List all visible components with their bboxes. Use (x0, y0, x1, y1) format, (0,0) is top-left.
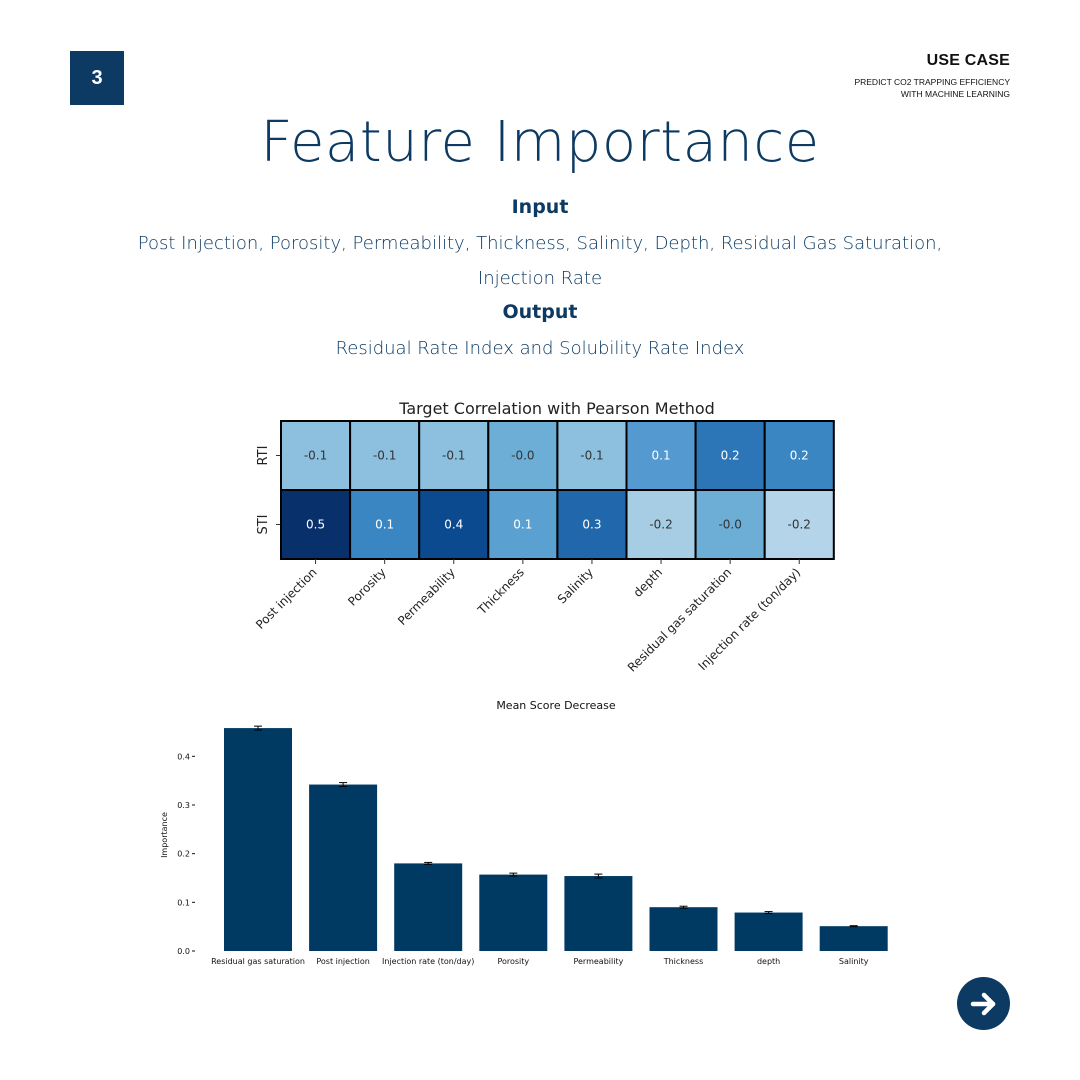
output-text: Residual Rate Index and Solubility Rate … (335, 338, 745, 359)
heatmap-cell-label: -0.1 (373, 449, 396, 463)
heatmap-frame (280, 420, 835, 560)
heatmap-cell-label: 0.4 (444, 518, 463, 532)
heatmap-col-label: depth (631, 565, 666, 600)
bar (309, 784, 378, 951)
heatmap-cell-label: 0.2 (721, 449, 740, 463)
heatmap-row-label: STI (256, 514, 271, 534)
input-heading: Input (511, 196, 569, 218)
heatmap-cell-label: 0.3 (582, 518, 601, 532)
next-button[interactable] (957, 977, 1010, 1030)
bar (734, 912, 803, 951)
page-title: Feature Importance (260, 110, 820, 175)
page-number-badge: 3 (70, 51, 124, 105)
heatmap-row-label: RTI (256, 446, 271, 466)
bar (819, 926, 888, 951)
page-number: 3 (91, 66, 103, 89)
y-tick-label: 0.4 (177, 752, 190, 761)
heatmap-cell-label: -0.2 (649, 518, 672, 532)
input-text-line1: Post Injection, Porosity, Permeability, … (137, 233, 943, 254)
input-text-line2: Injection Rate (477, 268, 603, 289)
y-tick-label: 0.3 (177, 801, 190, 810)
heatmap-col-label: Permeability (395, 565, 458, 628)
x-tick-label: Salinity (839, 957, 869, 966)
use-case-title: USE CASE (926, 52, 1010, 69)
heatmap-cell-label: 0.5 (306, 518, 325, 532)
bar (479, 874, 548, 951)
bar (649, 907, 718, 951)
heatmap-cell-label: -0.1 (304, 449, 327, 463)
heatmap-cell-label: 0.1 (375, 518, 394, 532)
bar (224, 728, 292, 951)
use-case-subtitle-line2: WITH MACHINE LEARNING (900, 89, 1010, 99)
heatmap-cell (349, 489, 421, 560)
heatmap-cell-label: 0.1 (652, 449, 671, 463)
output-heading: Output (502, 301, 578, 323)
y-tick-label: 0.0 (177, 947, 190, 956)
x-tick-label: Porosity (497, 957, 529, 966)
heatmap-cell-label: -0.2 (788, 518, 811, 532)
use-case-header: USE CASE PREDICT CO2 TRAPPING EFFICIENCY… (854, 52, 1010, 100)
heatmap-title: Target Correlation with Pearson Method (398, 399, 715, 418)
heatmap-col-label: Thickness (474, 565, 527, 618)
x-tick-label: depth (757, 957, 780, 966)
heatmap-col-label: Post injection (253, 565, 320, 632)
bar-chart-title: Mean Score Decrease (496, 699, 616, 712)
heatmap-cell-label: -0.0 (511, 449, 534, 463)
correlation-heatmap: Target Correlation with Pearson Method -0… (253, 399, 835, 675)
x-tick-label: Thickness (663, 957, 704, 966)
heatmap-cell-label: 0.1 (513, 518, 532, 532)
arrow-right-icon (970, 992, 995, 1015)
heatmap-cell (487, 489, 559, 560)
y-tick-label: 0.2 (177, 850, 190, 859)
heatmap-cell (556, 489, 628, 560)
heatmap-cell-label: -0.0 (718, 518, 741, 532)
importance-bar-chart: Mean Score Decrease Importance 0.0 0.1 0.2 0.… (160, 699, 888, 966)
heatmap-cell-label: 0.2 (790, 449, 809, 463)
heatmap-cell (763, 420, 835, 491)
heatmap-col-label: Porosity (345, 565, 389, 609)
x-tick-label: Injection rate (ton/day) (382, 957, 474, 966)
heatmap-cell-label: -0.1 (442, 449, 465, 463)
x-tick-label: Permeability (573, 957, 623, 966)
x-tick-label: Post injection (316, 957, 369, 966)
x-tick-label: Residual gas saturation (211, 957, 305, 966)
use-case-subtitle-line1: PREDICT CO2 TRAPPING EFFICIENCY (854, 77, 1010, 87)
heatmap-col-label: Salinity (555, 565, 596, 606)
heatmap-cell (694, 489, 766, 560)
y-axis-label: Importance (160, 812, 169, 858)
heatmap-cell-label: -0.1 (580, 449, 603, 463)
bar (564, 876, 633, 951)
bar (394, 863, 463, 951)
heatmap-cell (763, 489, 835, 560)
y-tick-label: 0.1 (177, 898, 190, 907)
